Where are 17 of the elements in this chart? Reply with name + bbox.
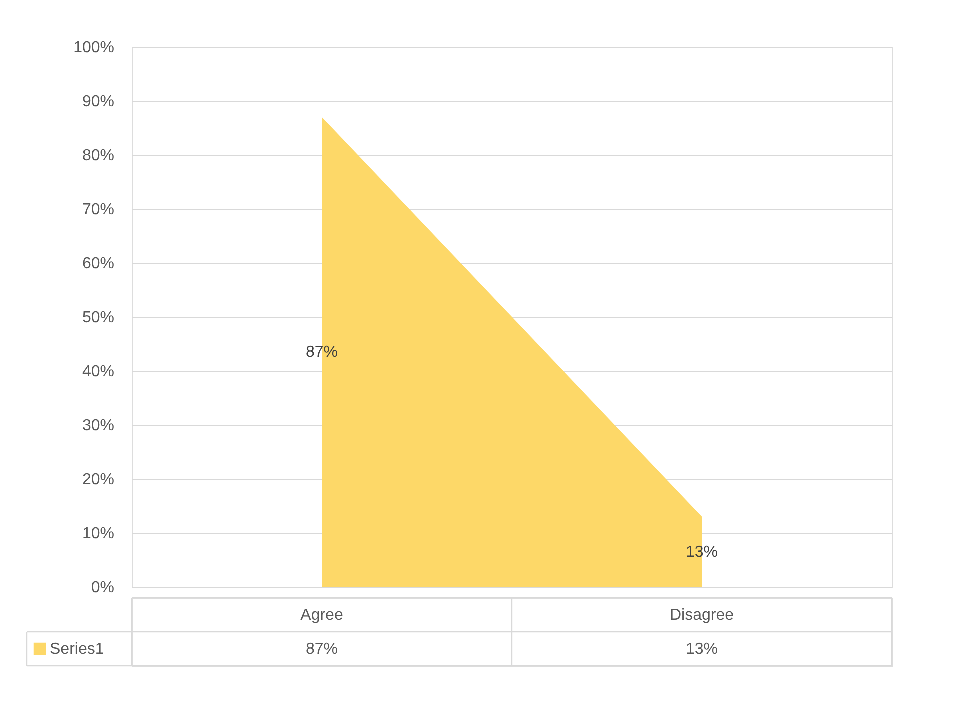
text: 87% xyxy=(306,344,338,362)
y-tick-label: 0% xyxy=(91,580,114,596)
data-label: 13% xyxy=(686,641,718,658)
y-tick-label: 50% xyxy=(82,310,114,326)
data-label: 87% xyxy=(306,641,338,658)
y-tick-label: 100% xyxy=(74,40,114,56)
legend-label: Series1 xyxy=(50,641,104,658)
y-tick-label: 30% xyxy=(82,418,114,434)
y-tick-label: 80% xyxy=(82,148,114,164)
y-tick-label: 40% xyxy=(82,364,114,380)
x-tick-label: Agree xyxy=(300,607,344,624)
y-tick-label: 10% xyxy=(82,526,114,542)
y-tick-label: 20% xyxy=(82,472,114,488)
y-tick-label: 70% xyxy=(82,202,114,218)
x-tick-label: Disagree xyxy=(670,607,734,624)
y-tick-label: 90% xyxy=(82,94,114,110)
y-tick-label: 60% xyxy=(82,256,114,272)
